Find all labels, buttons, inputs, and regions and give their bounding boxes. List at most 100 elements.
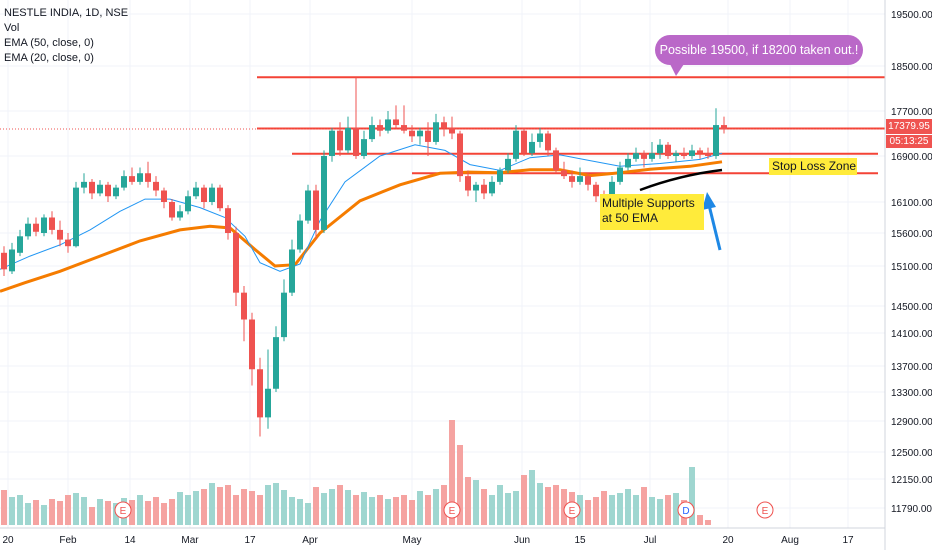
volume-bar: [177, 492, 183, 525]
candle-body: [537, 133, 543, 142]
candle-body: [337, 130, 343, 151]
volume-bar: [505, 493, 511, 525]
event-marker: [443, 501, 461, 519]
candle-body: [17, 236, 23, 253]
candle-body: [505, 158, 511, 171]
volume-bar: [537, 483, 543, 525]
volume-bar: [233, 495, 239, 525]
candle-body: [377, 125, 383, 131]
candle-body: [561, 170, 567, 177]
volume-bar: [633, 495, 639, 525]
symbol-title[interactable]: NESTLE INDIA, 1D, NSE: [4, 7, 129, 19]
candle-body: [409, 130, 415, 137]
volume-bar: [33, 500, 39, 525]
volume-bar: [409, 500, 415, 525]
candle-body: [193, 187, 199, 197]
event-marker: [114, 501, 132, 519]
candle-body: [273, 337, 279, 389]
target-callout[interactable]: Possible 19500, if 18200 taken out.!: [655, 35, 863, 65]
candle-body: [721, 125, 727, 129]
time-tick: Jun: [514, 535, 530, 546]
candle-body: [97, 184, 103, 194]
volume-bar: [705, 520, 711, 525]
candle-body: [649, 153, 655, 159]
volume-bar: [665, 495, 671, 525]
candle-body: [681, 153, 687, 156]
volume-bar: [529, 470, 535, 525]
volume-bar: [89, 507, 95, 525]
price-tick: 19500.00: [891, 10, 932, 21]
time-tick: Aug: [781, 535, 799, 546]
volume-bar: [377, 495, 383, 525]
volume-bar: [609, 495, 615, 525]
volume-bar: [65, 495, 71, 525]
volume-bar: [545, 487, 551, 525]
candle-body: [353, 127, 359, 156]
volume-bar: [673, 493, 679, 525]
candle-body: [521, 130, 527, 154]
horizontal-levels: [0, 76, 885, 175]
candle-body: [57, 229, 63, 240]
volume-bar: [169, 499, 175, 525]
candle-body: [457, 133, 463, 177]
candle-body: [113, 187, 119, 197]
candle-body: [609, 181, 615, 206]
volume-bar: [225, 485, 231, 525]
candle-body: [33, 223, 39, 232]
candle-body: [49, 217, 55, 230]
event-marker-label: E: [120, 506, 127, 517]
legend-ema20[interactable]: EMA (20, close, 0): [4, 52, 94, 64]
volume-bar: [601, 491, 607, 525]
candle-body: [673, 153, 679, 156]
candle-body: [177, 211, 183, 218]
candle-body: [169, 202, 175, 218]
legend-vol[interactable]: Vol: [4, 22, 20, 34]
legend-ema50[interactable]: EMA (50, close, 0): [4, 37, 94, 49]
candle-body: [73, 187, 79, 247]
time-tick: 20: [722, 535, 734, 546]
volume-bar: [161, 503, 167, 525]
candle-body: [241, 292, 247, 320]
stop-loss-label[interactable]: Stop Loss Zone: [769, 158, 857, 175]
candle-body: [465, 176, 471, 191]
volume-bar: [481, 489, 487, 525]
volume-bar: [617, 493, 623, 525]
volume-bar: [457, 445, 463, 525]
volume-bar: [297, 499, 303, 525]
volume-bar: [473, 480, 479, 525]
volume-bar: [97, 499, 103, 525]
support-arrow-head: [702, 192, 716, 210]
volume-bar: [401, 495, 407, 525]
chart-grid: [0, 0, 885, 528]
volume-bar: [305, 503, 311, 525]
candle-body: [305, 190, 311, 221]
candle-body: [201, 187, 207, 202]
volume-bar: [281, 490, 287, 525]
price-tick: 12500.00: [891, 448, 932, 459]
support-label[interactable]: Multiple Supports at 50 EMA: [600, 194, 704, 230]
volume-bars: [1, 420, 711, 525]
candle-body: [329, 130, 335, 156]
volume-bar: [73, 493, 79, 525]
candle-body: [641, 153, 647, 159]
candle-body: [577, 176, 583, 182]
time-tick: Feb: [59, 535, 77, 546]
volume-bar: [433, 489, 439, 525]
candle-body: [417, 130, 423, 137]
candle-body: [625, 158, 631, 168]
candle-body: [425, 130, 431, 142]
price-tick: 17700.00: [891, 107, 932, 118]
volume-bar: [585, 500, 591, 525]
price-tick: 13700.00: [891, 362, 932, 373]
volume-bar: [313, 487, 319, 525]
candle-body: [513, 130, 519, 159]
candle-body: [321, 156, 327, 230]
candle-body: [481, 184, 487, 194]
volume-bar: [513, 491, 519, 525]
candle-body: [289, 249, 295, 293]
candle-body: [393, 119, 399, 126]
candle-body: [529, 141, 535, 154]
candle-body: [9, 249, 15, 272]
